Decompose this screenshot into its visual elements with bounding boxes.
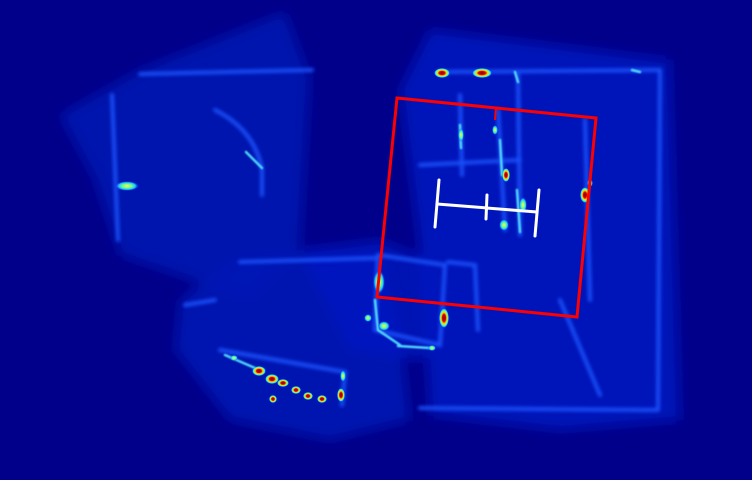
hotspot	[364, 314, 372, 322]
wall-bottom-left	[183, 298, 217, 307]
selection-box-heading-tick	[494, 107, 497, 121]
hotspot	[277, 379, 289, 387]
selection-box	[375, 96, 598, 319]
hotspot	[303, 392, 313, 400]
hotspot	[492, 125, 498, 135]
hotspot	[265, 374, 279, 384]
hotspot	[252, 366, 266, 376]
hotspot	[115, 181, 139, 191]
hotspot	[317, 395, 327, 403]
trace-bottom-strip	[223, 353, 257, 370]
hotspots	[115, 68, 593, 403]
wall-inner-h1	[418, 158, 522, 167]
scale-marker-mid-tick	[484, 193, 489, 221]
hotspot	[337, 388, 345, 402]
wall-center-h	[238, 256, 380, 264]
hotspot	[378, 321, 390, 331]
coverage-region-right	[400, 30, 680, 430]
trace-inner-v2	[498, 138, 504, 177]
hotspot	[502, 168, 510, 182]
hotspot	[458, 128, 464, 142]
wall-right-bottom	[418, 406, 657, 412]
hotspot	[230, 355, 238, 361]
wall-left-top	[138, 68, 314, 76]
trace-room-left	[373, 298, 402, 347]
wall-left-side	[110, 93, 120, 242]
trace-left-inner	[244, 150, 264, 170]
hotspot	[340, 370, 346, 382]
hotspot	[439, 308, 449, 328]
wall-right-side	[656, 68, 662, 412]
hotspot	[269, 395, 277, 403]
hotspot	[472, 68, 492, 78]
hotspot	[428, 345, 436, 351]
trace-right-top2	[630, 68, 642, 74]
coverage-regions	[60, 12, 680, 440]
hotspot	[434, 68, 450, 78]
scale-marker-left-tick	[433, 178, 441, 229]
coverage-region-center	[300, 240, 440, 360]
hotspot	[519, 197, 527, 213]
scale-marker	[433, 178, 541, 238]
hotspot	[499, 219, 509, 231]
coverage-region-left	[60, 12, 310, 300]
trace-room-dots	[396, 344, 432, 350]
trace-right-top	[513, 70, 520, 84]
hotspot	[291, 386, 301, 394]
scale-marker-right-tick	[533, 188, 541, 238]
